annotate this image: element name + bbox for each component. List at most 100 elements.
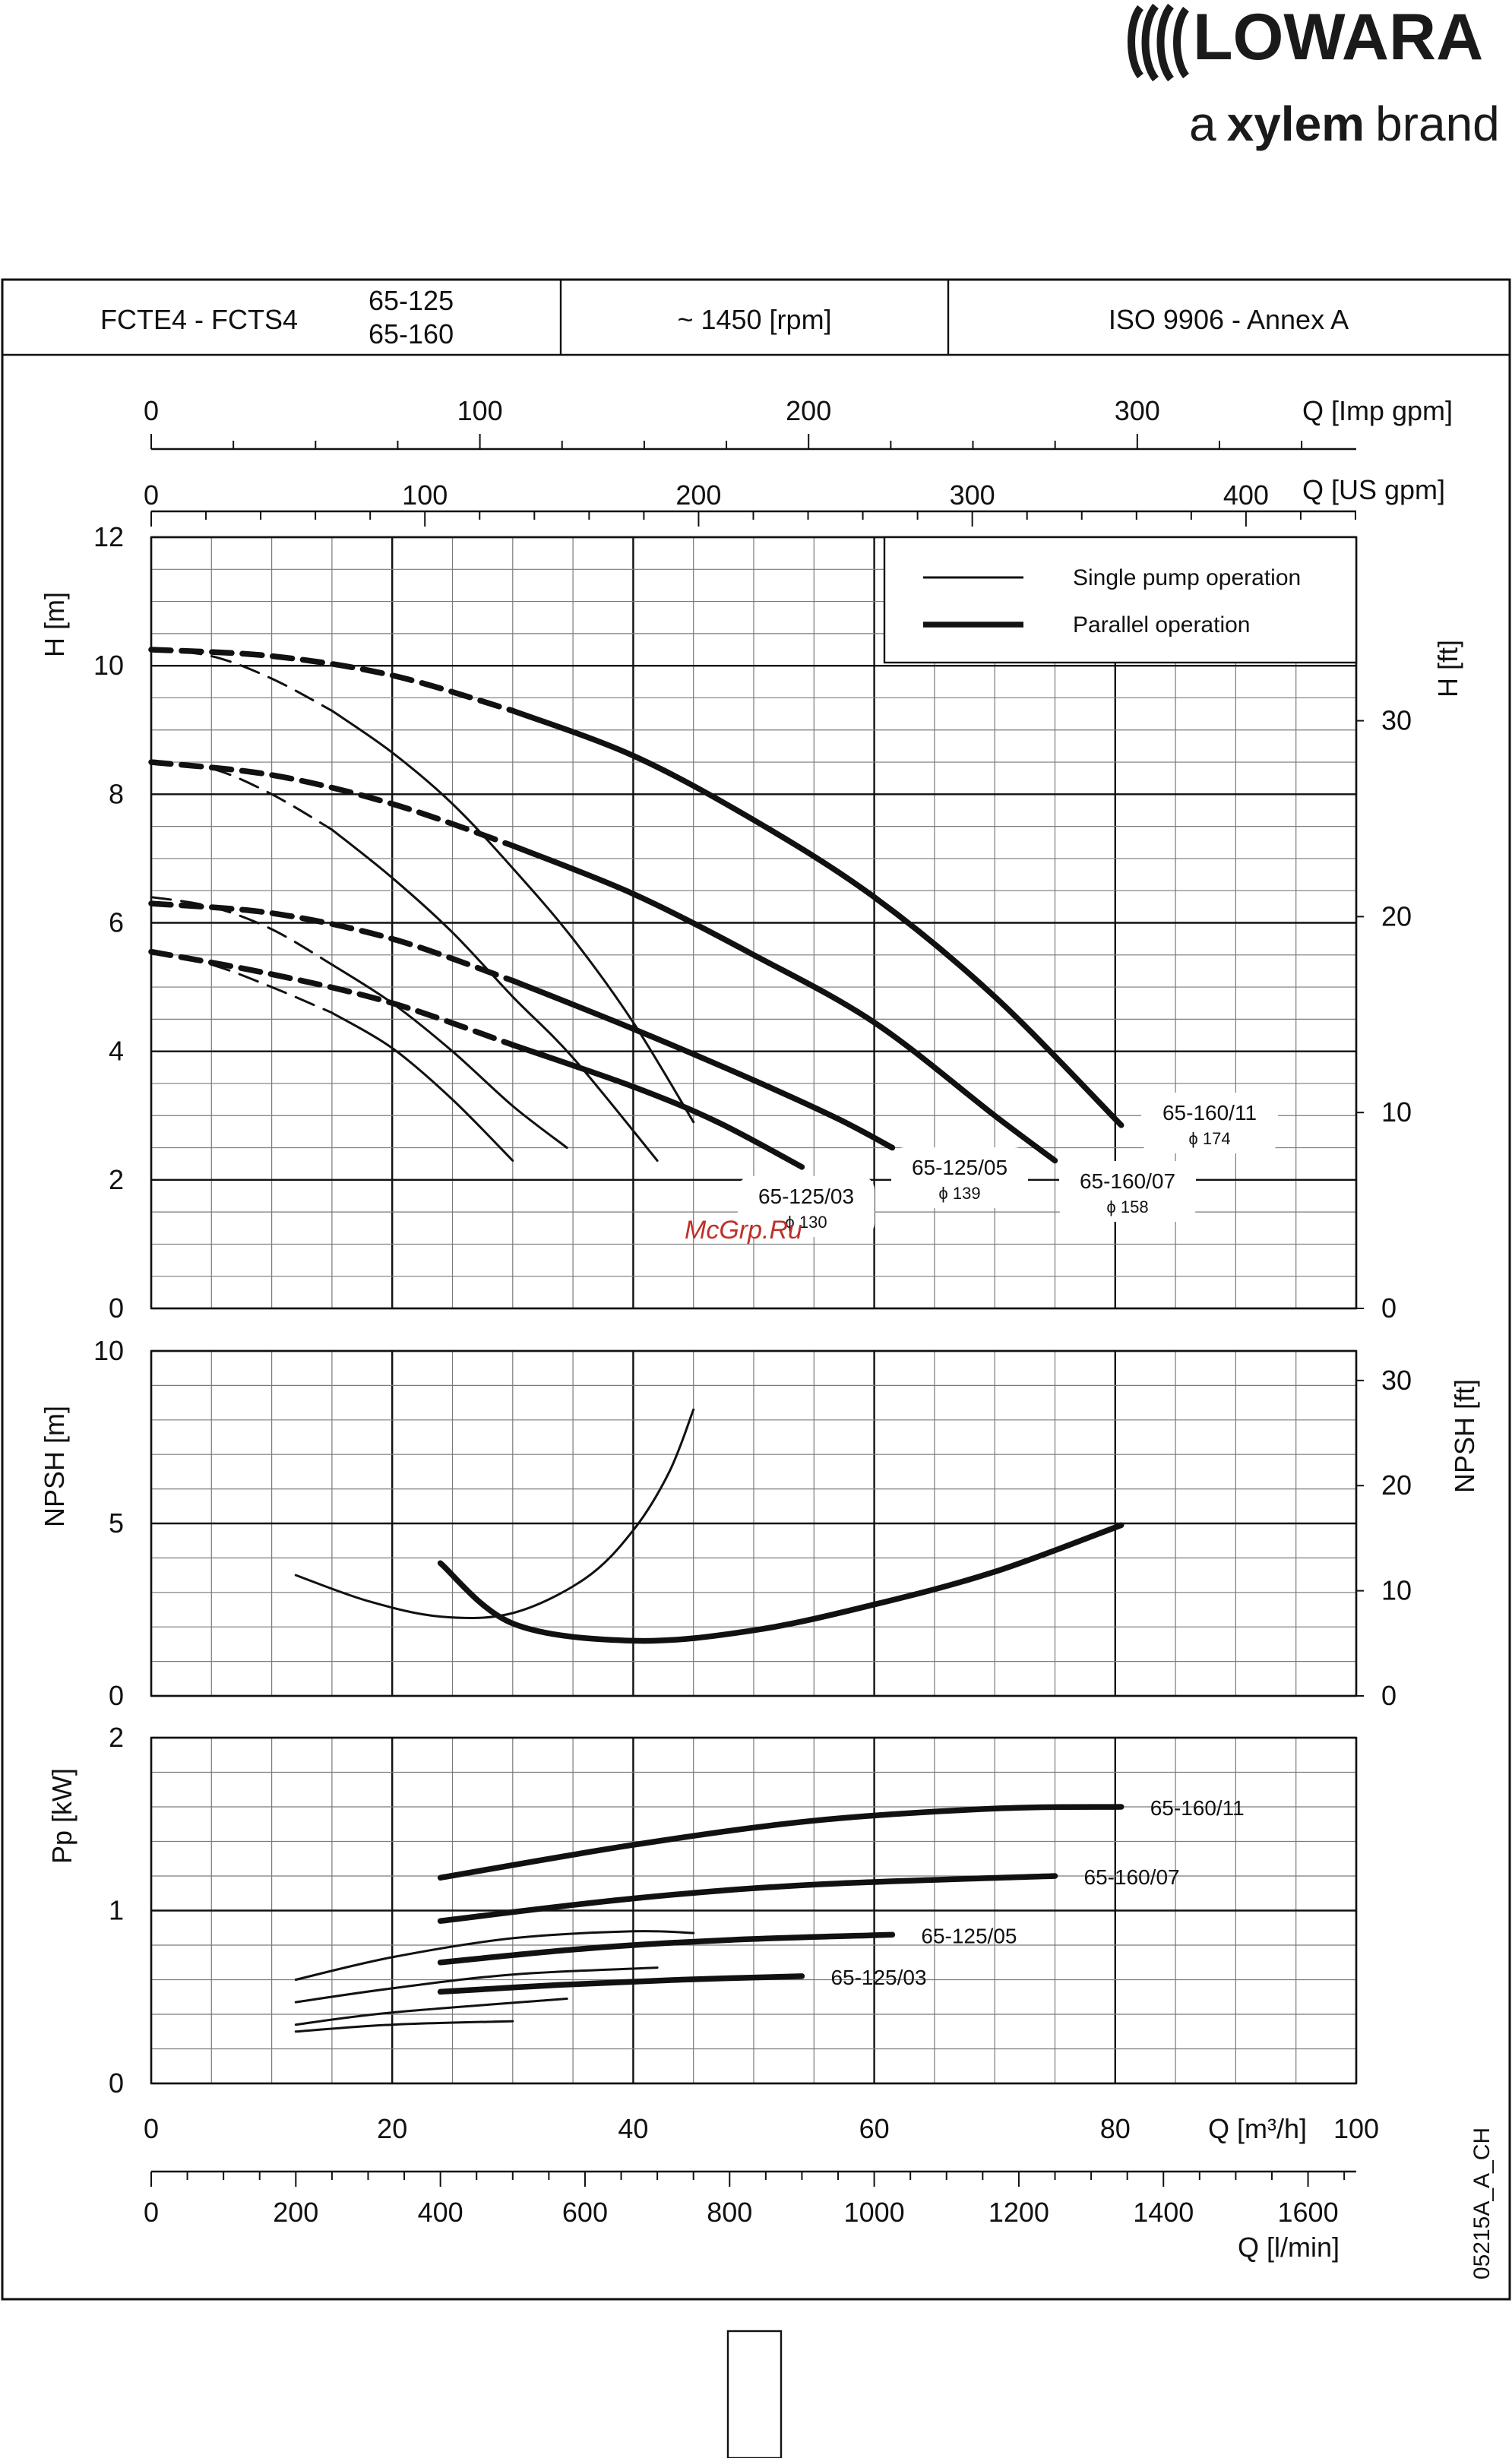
us-gpm-tick-label: 300 bbox=[950, 479, 995, 511]
power-curve-label: 65-125/05 bbox=[921, 1924, 1017, 1947]
head-right-tick-label: 30 bbox=[1381, 705, 1412, 736]
npsh-right-tick-label: 20 bbox=[1381, 1469, 1412, 1501]
curve-label-bg bbox=[1141, 1093, 1278, 1153]
power-ylabel: Pp [kW] bbox=[46, 1768, 77, 1864]
head-ytick-label: 2 bbox=[109, 1164, 124, 1195]
chart-legend: Single pump operation Parallel operation bbox=[883, 536, 1358, 664]
lmin-tick-label: 200 bbox=[273, 2197, 318, 2228]
power-curve-single bbox=[294, 1966, 659, 2004]
npsh-ytick-label: 0 bbox=[109, 1680, 124, 1711]
lmin-tick-label: 400 bbox=[418, 2197, 463, 2228]
power-curve-parallel bbox=[437, 1973, 805, 1995]
lmin-axis: 0 200 400 600 800 1000 1200 1400 1600 Q [l/min] bbox=[144, 2170, 1356, 2263]
lowara-logo: LOWARA a xylem brand bbox=[1128, 1, 1500, 151]
head-panel: 0 2 4 6 8 10 12 0 10 20 30 H [m] H [ft] Single pu… bbox=[39, 521, 1463, 1324]
lmin-tick-label: 800 bbox=[707, 2197, 752, 2228]
x-tick-label-m3h: 20 bbox=[377, 2113, 407, 2144]
x-tick-label-m3h: 100 bbox=[1333, 2113, 1379, 2144]
header-standard: ISO 9906 - Annex A bbox=[1109, 304, 1349, 335]
imp-gpm-axis: 0 100 200 300 Q [Imp gpm] bbox=[144, 395, 1453, 451]
power-curve-parallel bbox=[437, 1804, 1125, 1881]
us-gpm-tick-label: 400 bbox=[1223, 479, 1269, 511]
head-curve-parallel bbox=[510, 843, 1058, 1164]
imp-gpm-tick-label: 0 bbox=[144, 395, 159, 426]
x-tick-label-m3h: 60 bbox=[859, 2113, 890, 2144]
npsh-ylabel-right: NPSH [ft] bbox=[1449, 1379, 1480, 1493]
head-curve-parallel bbox=[510, 707, 1125, 1128]
curve-label-bg bbox=[738, 1176, 875, 1237]
head-curve-parallel-dashed bbox=[148, 900, 516, 984]
head-curve-single bbox=[331, 963, 568, 1149]
power-panel: 0 1 2 Pp [kW] 65-125/03 65-125/05 65-160/07 6… bbox=[46, 1722, 1358, 2099]
npsh-plot-area bbox=[150, 1349, 1358, 1697]
lmin-tick-label: 600 bbox=[562, 2197, 608, 2228]
x-axis-label-lmin: Q [l/min] bbox=[1238, 2232, 1340, 2263]
power-curve-label: 65-160/11 bbox=[1150, 1796, 1245, 1820]
power-curve-label: 65-160/07 bbox=[1084, 1865, 1180, 1889]
impeller-diameter-label: ϕ 174 bbox=[1188, 1129, 1230, 1148]
head-curve-single-dashed bbox=[150, 896, 334, 966]
lmin-tick-label: 1000 bbox=[844, 2197, 905, 2228]
head-plot-area bbox=[150, 536, 1358, 1310]
lmin-tick-label: 1400 bbox=[1133, 2197, 1194, 2228]
legend-single-label: Single pump operation bbox=[1073, 565, 1301, 590]
x-axis-label-m3h: Q [m³/h] bbox=[1208, 2113, 1307, 2144]
head-curve-single bbox=[331, 709, 695, 1124]
npsh-curve-parallel bbox=[437, 1522, 1125, 1644]
imp-gpm-tick-label: 200 bbox=[786, 395, 831, 426]
x-tick-label-m3h: 40 bbox=[618, 2113, 648, 2144]
head-ytick-label: 12 bbox=[93, 521, 124, 552]
head-curve-label: 65-160/11 bbox=[1162, 1101, 1257, 1125]
power-plot-area bbox=[150, 1736, 1358, 2085]
head-curve-single-dashed bbox=[150, 761, 334, 831]
lmin-tick-label: 1200 bbox=[988, 2197, 1049, 2228]
power-curve-single bbox=[294, 2020, 514, 2033]
npsh-grid bbox=[150, 1349, 1358, 1697]
brand-tagline: a xylem brand bbox=[1189, 96, 1500, 151]
npsh-right-tick-label: 30 bbox=[1381, 1365, 1412, 1396]
power-grid bbox=[150, 1736, 1358, 2085]
head-ylabel: H [m] bbox=[39, 592, 70, 657]
curve-label-bg bbox=[891, 1147, 1028, 1208]
power-curve-label: 65-125/03 bbox=[830, 1966, 926, 1989]
x-tick-label-m3h: 0 bbox=[144, 2113, 159, 2144]
impeller-diameter-label: ϕ 158 bbox=[1106, 1197, 1148, 1216]
curve-label-bg bbox=[1059, 1161, 1196, 1222]
head-curve-parallel bbox=[510, 1042, 805, 1170]
head-right-tick-label: 0 bbox=[1381, 1292, 1397, 1324]
us-gpm-tick-label: 100 bbox=[402, 479, 448, 511]
head-ytick-label: 0 bbox=[109, 1292, 124, 1324]
head-curve-label: 65-125/03 bbox=[758, 1185, 854, 1208]
us-gpm-tick-label: 0 bbox=[144, 479, 159, 511]
lmin-tick-label: 0 bbox=[144, 2197, 159, 2228]
npsh-panel: 0 5 10 0 10 20 30 NPSH [m] NPSH [ft] bbox=[39, 1335, 1480, 1711]
power-curve-single bbox=[294, 1930, 695, 1981]
head-ylabel-right: H [ft] bbox=[1432, 640, 1463, 698]
us-gpm-axis-label: Q [US gpm] bbox=[1302, 474, 1445, 505]
head-curve-parallel-dashed bbox=[148, 948, 516, 1048]
power-curve-single bbox=[294, 1998, 568, 2026]
page-marker bbox=[726, 2330, 783, 2458]
head-ytick-label: 4 bbox=[109, 1036, 124, 1067]
head-curve-single-dashed bbox=[150, 951, 334, 1014]
head-ytick-label: 8 bbox=[109, 778, 124, 809]
impeller-diameter-label: ϕ 139 bbox=[938, 1184, 980, 1203]
head-curve-parallel-dashed bbox=[148, 759, 516, 849]
npsh-curve-single bbox=[294, 1408, 695, 1620]
head-curve-parallel-dashed bbox=[148, 647, 516, 714]
imp-gpm-axis-label: Q [Imp gpm] bbox=[1302, 395, 1453, 426]
header-size-2: 65-160 bbox=[369, 318, 454, 350]
npsh-ylabel: NPSH [m] bbox=[39, 1406, 70, 1527]
npsh-right-tick-label: 10 bbox=[1381, 1575, 1412, 1606]
head-curve-single-dashed bbox=[150, 648, 334, 712]
power-curve-parallel bbox=[437, 1931, 896, 1966]
head-right-tick-label: 20 bbox=[1381, 900, 1412, 932]
header-size-1: 65-125 bbox=[369, 285, 454, 316]
side-code: 05215A_A_CH bbox=[1469, 2127, 1495, 2279]
power-ytick-label: 2 bbox=[109, 1722, 124, 1753]
npsh-ytick-label: 5 bbox=[109, 1507, 124, 1539]
head-ytick-label: 10 bbox=[93, 650, 124, 681]
brand-name: LOWARA bbox=[1193, 1, 1483, 74]
power-curve-parallel bbox=[437, 1873, 1058, 1924]
